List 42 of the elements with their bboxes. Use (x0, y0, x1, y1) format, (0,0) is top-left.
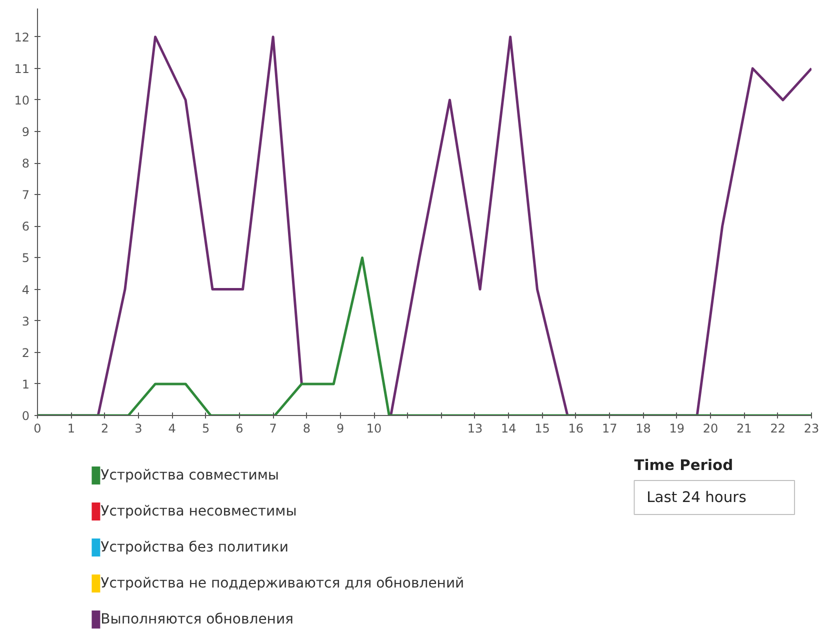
x-tick-label: 8 (302, 422, 311, 436)
x-tick-label: 7 (269, 422, 277, 436)
x-tick-label: 22 (770, 422, 786, 436)
y-tick-label: 4 (22, 282, 30, 297)
x-tick-label: 19 (669, 422, 685, 436)
x-tick-label: 15 (534, 422, 550, 436)
x-tick-label: 10 (366, 422, 382, 436)
y-tick-label: 7 (22, 188, 30, 202)
x-tick-label: 6 (236, 422, 244, 436)
x-tick-label: 14 (500, 422, 516, 436)
y-tick-label: 9 (22, 125, 30, 140)
legend-label: Устройства не поддерживаются для обновлений (100, 576, 464, 592)
y-tick-label: 8 (22, 156, 30, 171)
x-tick-label: 13 (467, 422, 483, 436)
x-tick-label: 1 (67, 422, 75, 436)
legend-label: Выполняются обновления (100, 612, 294, 628)
text: Last 24 hours (646, 489, 746, 506)
y-tick-label: 6 (22, 220, 30, 234)
text: Time Period (634, 457, 734, 474)
y-tick-label: 12 (14, 30, 30, 44)
y-tick-label: 2 (22, 346, 30, 360)
y-tick-label: 3 (22, 314, 30, 328)
y-tick-label: 0 (22, 409, 30, 423)
x-tick-label: 5 (202, 422, 210, 436)
x-tick-label: 4 (168, 422, 176, 436)
x-tick-label: 16 (568, 422, 584, 436)
x-tick-label: 21 (736, 422, 752, 436)
x-tick-label: 3 (134, 422, 142, 436)
x-tick-label: 0 (34, 422, 42, 436)
y-tick-label: 1 (22, 377, 30, 392)
x-tick-label: 18 (636, 422, 651, 436)
x-tick-label: 9 (336, 422, 344, 436)
x-tick-label: 17 (602, 422, 618, 436)
y-tick-label: 10 (14, 93, 30, 108)
y-tick-label: 11 (14, 62, 30, 76)
y-tick-label: 5 (22, 251, 30, 266)
legend-label: Устройства несовместимы (100, 504, 297, 520)
legend-label: Устройства совместимы (100, 468, 279, 484)
x-tick-label: 23 (804, 422, 820, 436)
x-tick-label: 2 (100, 422, 109, 436)
x-tick-label: 20 (702, 422, 718, 436)
legend-label: Устройства без политики (100, 540, 288, 556)
